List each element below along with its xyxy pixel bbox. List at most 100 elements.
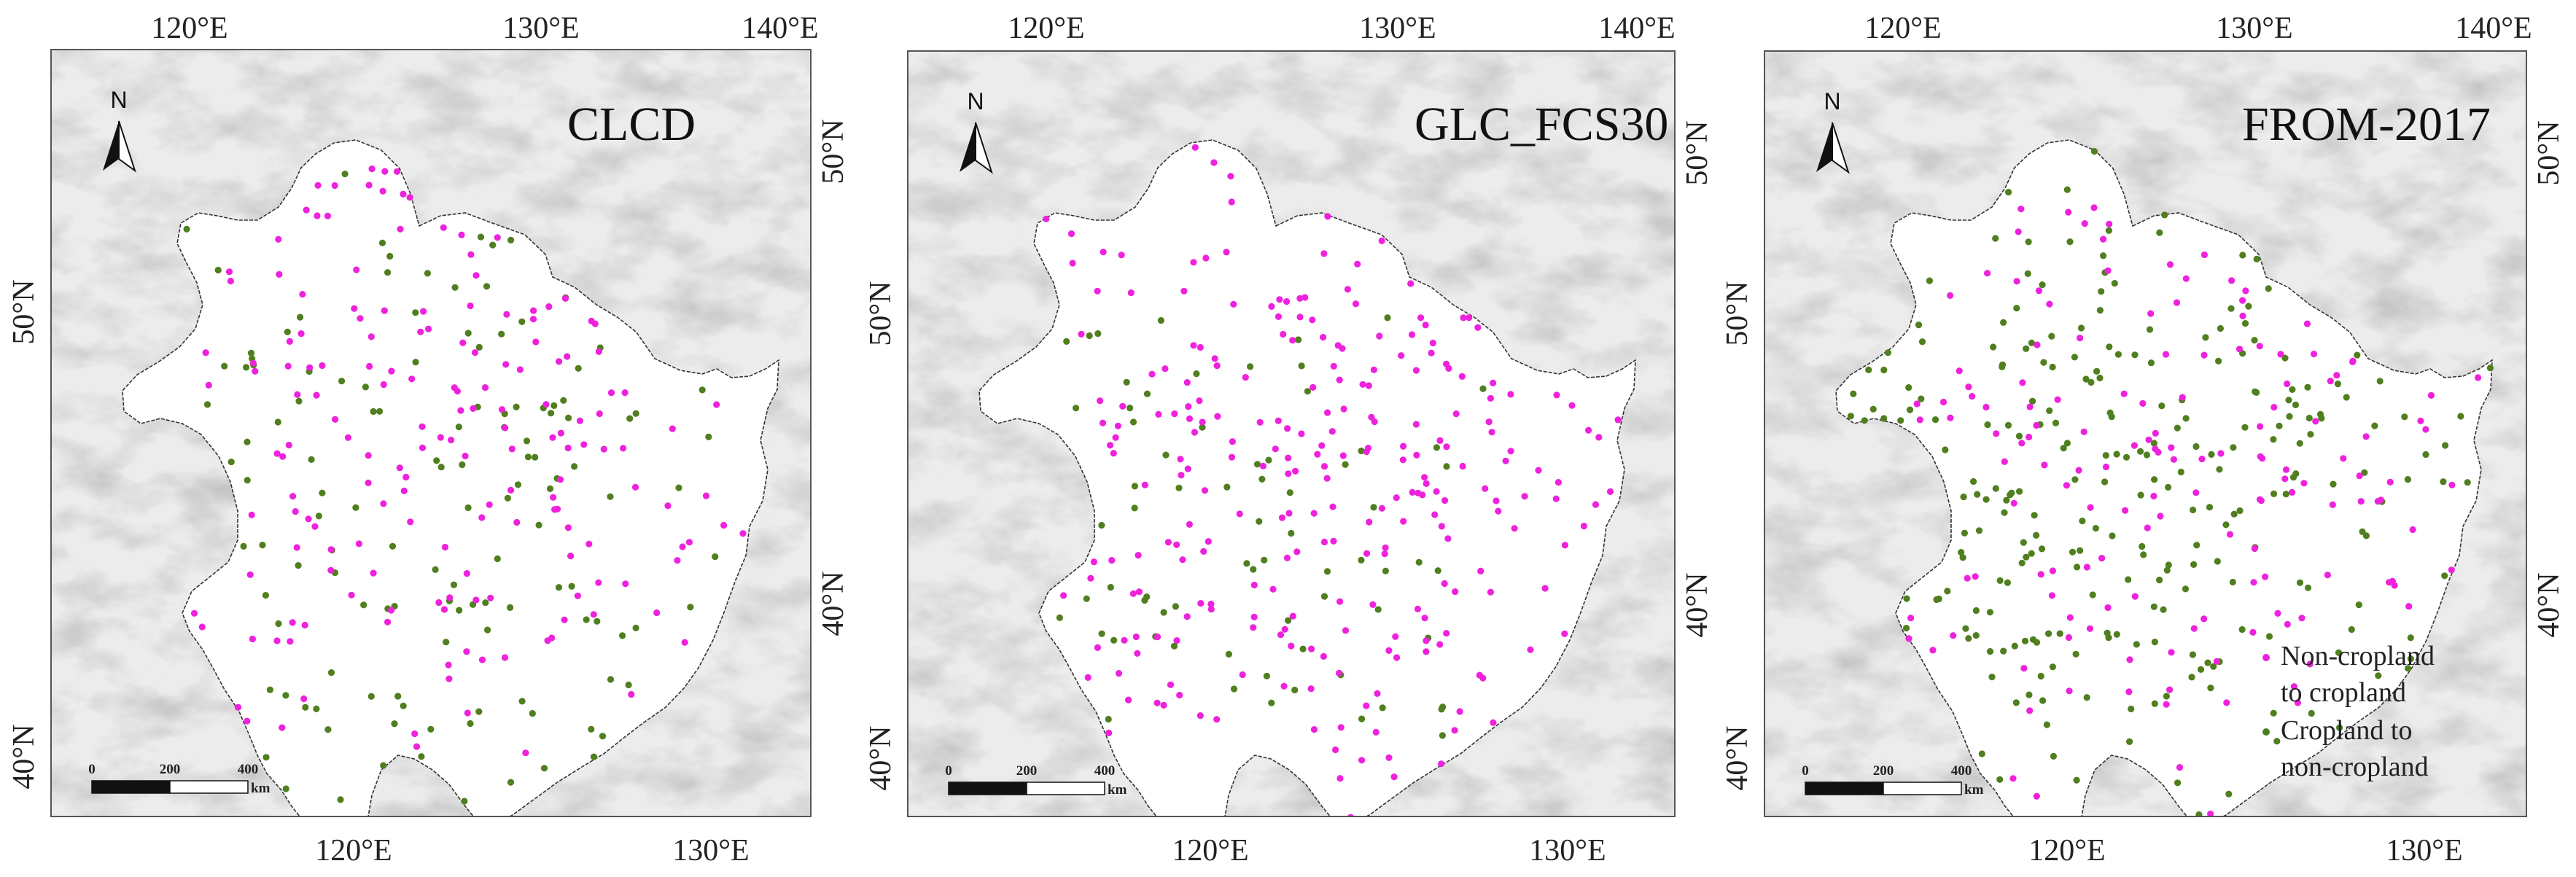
noncrop-to-crop-point [607, 389, 615, 397]
crop-to-noncrop-point [2096, 307, 2104, 314]
noncrop-to-crop-point [1336, 376, 1343, 383]
noncrop-to-crop-point [556, 358, 563, 365]
noncrop-to-crop-point [305, 515, 312, 523]
noncrop-to-crop-point [440, 606, 448, 613]
noncrop-to-crop-point [1283, 298, 1291, 305]
crop-to-noncrop-point [2082, 375, 2090, 383]
scale-bar-icon: 0 200 400 km [88, 762, 270, 796]
noncrop-to-crop-point [1339, 452, 1347, 459]
scale-tick-label: 0 [945, 763, 952, 779]
noncrop-to-crop-point [1412, 421, 1420, 428]
right-latitude-label: 40°N [1681, 572, 1714, 637]
crop-to-noncrop-point [2026, 691, 2033, 698]
noncrop-to-crop-point [1078, 330, 1085, 338]
noncrop-to-crop-point [2357, 498, 2365, 505]
noncrop-to-crop-point [2192, 489, 2200, 496]
noncrop-to-crop-point [1090, 558, 1097, 566]
noncrop-to-crop-point [2049, 567, 2056, 574]
noncrop-to-crop-point [1381, 550, 1388, 558]
crop-to-noncrop-point [2217, 324, 2224, 332]
crop-to-noncrop-point [2270, 490, 2278, 498]
noncrop-to-crop-point [1400, 518, 1407, 525]
noncrop-to-crop-point [1125, 696, 1132, 703]
top-longitude-label: 130°E [502, 12, 579, 45]
crop-to-noncrop-point [2336, 724, 2343, 731]
crop-to-noncrop-point [380, 762, 387, 769]
crop-to-noncrop-point [2204, 659, 2211, 666]
crop-to-noncrop-point [2140, 551, 2147, 558]
crop-to-noncrop-point [1978, 750, 1985, 757]
crop-to-noncrop-point [412, 359, 419, 366]
noncrop-to-crop-point [1183, 613, 1191, 620]
noncrop-to-crop-point [276, 270, 283, 278]
crop-to-noncrop-point [2083, 694, 2090, 701]
crop-to-noncrop-point [451, 284, 459, 291]
noncrop-to-crop-point [1436, 437, 1444, 445]
crop-to-noncrop-point [2043, 721, 2050, 728]
noncrop-to-crop-point [1490, 719, 1497, 726]
crop-to-noncrop-point [1974, 491, 1981, 498]
noncrop-to-crop-point [2333, 372, 2340, 379]
north-label: N [1824, 88, 1840, 114]
crop-to-noncrop-point [327, 669, 335, 677]
noncrop-to-crop-point [420, 308, 427, 315]
noncrop-to-crop-point [1250, 581, 1258, 589]
crop-to-noncrop-point [2098, 288, 2105, 295]
noncrop-to-crop-point [1474, 324, 1482, 331]
noncrop-to-crop-point [458, 231, 465, 238]
crop-to-noncrop-point [1847, 413, 1854, 420]
noncrop-to-crop-point [2270, 404, 2278, 411]
noncrop-to-crop-point [1309, 316, 1316, 324]
crop-to-noncrop-point [2440, 478, 2447, 486]
noncrop-to-crop-point [1354, 260, 1361, 268]
noncrop-to-crop-point [1419, 491, 1426, 499]
noncrop-to-crop-point [1280, 682, 1288, 690]
noncrop-to-crop-point [1438, 523, 1445, 530]
noncrop-to-crop-point [1213, 362, 1221, 370]
crop-to-noncrop-point [532, 453, 539, 461]
crop-to-noncrop-point [1970, 478, 1977, 486]
top-longitude-label: 140°E [2455, 12, 2532, 45]
crop-to-noncrop-point [1263, 672, 1270, 680]
noncrop-to-crop-point [1400, 443, 1407, 450]
map-frame [907, 50, 1676, 817]
crop-to-noncrop-point [1905, 384, 1912, 391]
left-latitude-label: 40°N [864, 725, 898, 790]
noncrop-to-crop-point [202, 349, 209, 356]
noncrop-to-crop-point [2290, 683, 2297, 690]
noncrop-to-crop-point [1256, 418, 1264, 426]
noncrop-to-crop-point [2104, 267, 2112, 274]
sample-points [1043, 144, 1622, 816]
noncrop-to-crop-point [557, 429, 565, 437]
crop-to-noncrop-point [1918, 395, 1925, 402]
noncrop-to-crop-point [2090, 204, 2098, 211]
crop-to-noncrop-point [2071, 354, 2078, 361]
noncrop-to-crop-point [289, 619, 296, 626]
crop-to-noncrop-point [1304, 388, 1311, 395]
crop-to-noncrop-point [412, 309, 419, 316]
crop-to-noncrop-point [699, 386, 706, 394]
legend-noncrop-to-crop-swatch [2262, 654, 2270, 661]
noncrop-to-crop-point [1905, 635, 1912, 642]
crop-to-noncrop-point [2126, 738, 2133, 746]
noncrop-to-crop-point [574, 592, 582, 599]
noncrop-to-crop-point [2017, 206, 2025, 213]
crop-to-noncrop-point [2007, 491, 2014, 499]
noncrop-to-crop-point [2126, 656, 2133, 663]
noncrop-to-crop-point [1929, 647, 1937, 654]
noncrop-to-crop-point [2168, 444, 2175, 451]
crop-to-noncrop-point [1131, 483, 1138, 490]
crop-to-noncrop-point [313, 705, 320, 713]
noncrop-to-crop-point [1060, 592, 1067, 599]
crop-to-noncrop-point [2000, 319, 2007, 326]
scale-unit: km [1108, 782, 1127, 798]
crop-to-noncrop-point [1988, 674, 1996, 681]
noncrop-to-crop-point [380, 381, 387, 389]
crop-to-noncrop-point [607, 493, 614, 500]
noncrop-to-crop-point [279, 453, 287, 460]
crop-to-noncrop-point [2004, 421, 2012, 429]
crop-to-noncrop-point [687, 604, 694, 611]
legend: Non-cropland to cropland Cropland to non-cr… [2262, 641, 2435, 782]
noncrop-to-crop-point [561, 616, 568, 623]
noncrop-to-crop-point [1443, 630, 1450, 637]
